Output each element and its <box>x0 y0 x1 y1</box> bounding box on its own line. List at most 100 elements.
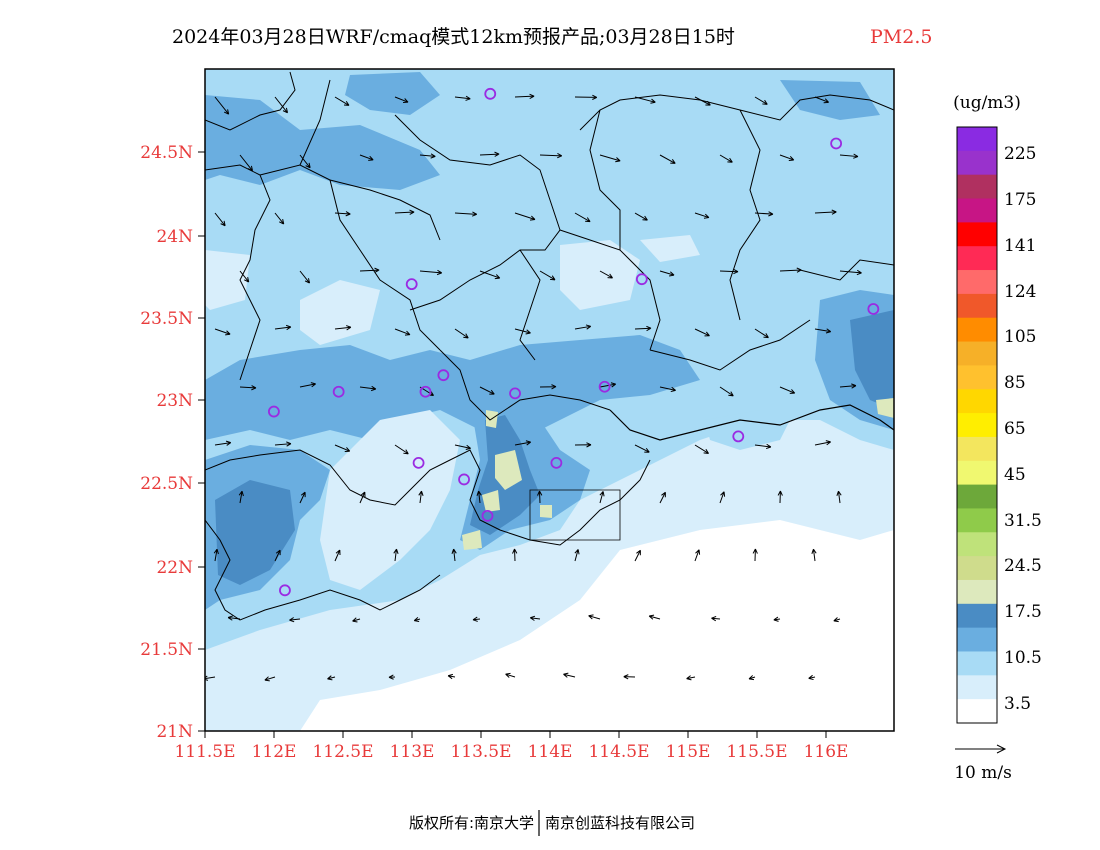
wind-arrow-icon <box>479 386 495 395</box>
wind-arrow-icon <box>479 270 501 280</box>
wind-arrow-icon <box>359 154 374 161</box>
wind-arrow-icon <box>694 96 711 106</box>
wind-arrow-icon <box>694 444 709 454</box>
wind-arrow-icon <box>808 674 816 681</box>
legend-swatch <box>957 675 997 700</box>
wind-arrow-icon <box>289 617 301 623</box>
wind-arrow-icon <box>659 491 666 504</box>
lat-tick-label: 23N <box>156 391 193 411</box>
wind-arrow-icon <box>274 212 285 225</box>
wind-arrow-icon <box>359 385 377 392</box>
wind-arrow-icon <box>454 95 471 101</box>
wind-arrow-icon <box>299 154 311 169</box>
legend-level: 3.5 <box>1004 694 1031 714</box>
legend-swatch <box>957 365 997 390</box>
wind-arrow-icon <box>214 328 231 336</box>
legend-swatch <box>957 603 997 629</box>
wind-arrow-icon <box>451 548 457 562</box>
wind-arrow-icon <box>327 675 336 681</box>
legend-level: 24.5 <box>1004 556 1042 576</box>
wind-arrow-icon <box>476 490 482 504</box>
legend-unit: (ug/m3) <box>953 93 1021 113</box>
wind-arrow-icon <box>274 549 281 562</box>
legend-swatch <box>957 651 997 676</box>
legend-swatch <box>957 246 997 271</box>
wind-arrow-icon <box>588 614 601 620</box>
legend-frame <box>956 126 998 724</box>
wind-arrow-icon <box>694 549 701 562</box>
wind-arrow-icon <box>779 154 795 161</box>
legend-swatch <box>957 579 997 605</box>
lon-tick-label: 115.5E <box>726 742 787 762</box>
legend-level: 10.5 <box>1004 648 1042 668</box>
lon-tick-label: 114.5E <box>588 742 649 762</box>
wind-arrow-icon <box>777 490 783 504</box>
lon-tick-label: 112.5E <box>312 742 373 762</box>
wind-arrow-icon <box>393 548 399 562</box>
wind-arrow-icon <box>814 328 832 334</box>
wind-arrow-icon <box>648 614 661 620</box>
legend-level: 175 <box>1004 190 1036 210</box>
legend-level: 141 <box>1004 236 1036 256</box>
station-marker <box>279 584 291 597</box>
wind-arrow-icon <box>419 153 436 159</box>
wind-arrow-icon <box>574 324 592 330</box>
station-marker <box>332 385 345 398</box>
legend-swatch <box>957 460 997 486</box>
wind-arrow-icon <box>659 270 675 277</box>
wind-arrow-icon <box>274 96 289 114</box>
station-marker <box>867 303 880 315</box>
wind-arrow-icon <box>418 490 424 504</box>
station-marker <box>484 87 497 100</box>
wind-arrow-icon <box>574 442 592 448</box>
wind-arrow-icon <box>239 270 250 283</box>
copyright-left: 版权所有:南京大学 <box>409 814 534 832</box>
legend-swatch <box>957 270 997 295</box>
wind-arrow-icon <box>623 674 636 680</box>
legend-level: 17.5 <box>1004 602 1042 622</box>
legend-swatch <box>957 127 997 152</box>
station-marker <box>550 456 563 469</box>
lat-tick-label: 22N <box>156 558 193 578</box>
wind-arrow-icon <box>388 674 396 680</box>
station-marker <box>267 405 280 418</box>
wind-arrow-icon <box>634 325 652 332</box>
wind-arrow-icon <box>239 154 254 172</box>
lat-tick-label: 21.5N <box>140 640 193 660</box>
lat-tick-label: 24N <box>156 227 193 247</box>
wind-arrow-icon <box>779 386 796 394</box>
legend-swatch <box>957 556 997 581</box>
wind-arrow-icon <box>352 617 361 623</box>
legend-swatch <box>957 341 997 366</box>
wind-arrow-icon <box>754 96 768 105</box>
legend-level: 45 <box>1004 465 1026 485</box>
wind-arrow-icon <box>711 615 721 622</box>
wind-arrow-icon <box>419 269 443 276</box>
lon-axis: 111.5E 112E 112.5E 113E 113.5E 114E 114.… <box>174 731 848 762</box>
color-legend: (ug/m3) 225 175 141 124 105 85 65 45 31.… <box>953 93 1042 724</box>
wind-arrow-icon <box>754 211 774 217</box>
wind-arrow-icon <box>512 548 518 562</box>
wind-arrow-icon <box>394 209 415 215</box>
legend-swatch <box>957 317 997 343</box>
lon-tick-label: 115E <box>666 742 711 762</box>
wind-arrow-icon <box>213 548 219 562</box>
wind-arrow-icon <box>839 153 859 159</box>
wind-arrow-icon <box>394 328 411 336</box>
wind-arrow-icon <box>719 154 733 163</box>
legend-swatch <box>957 532 997 557</box>
wind-arrow-icon <box>634 549 641 562</box>
lat-axis: 24.5N 24N 23.5N 23N 22.5N 22N 21.5N 21N <box>140 143 205 742</box>
legend-swatch <box>957 198 997 223</box>
wind-arrow-icon <box>574 212 591 223</box>
wind-arrow-icon <box>299 491 306 504</box>
wind-arrow-icon <box>299 270 311 284</box>
legend-level: 105 <box>1004 327 1036 347</box>
lat-tick-label: 21N <box>156 722 193 742</box>
wind-arrow-icon <box>599 382 617 388</box>
legend-swatch <box>957 293 997 319</box>
wind-arrow-icon <box>634 96 656 104</box>
lon-tick-label: 113E <box>390 742 435 762</box>
station-marker <box>509 387 521 400</box>
wind-arrow-icon <box>754 443 772 450</box>
